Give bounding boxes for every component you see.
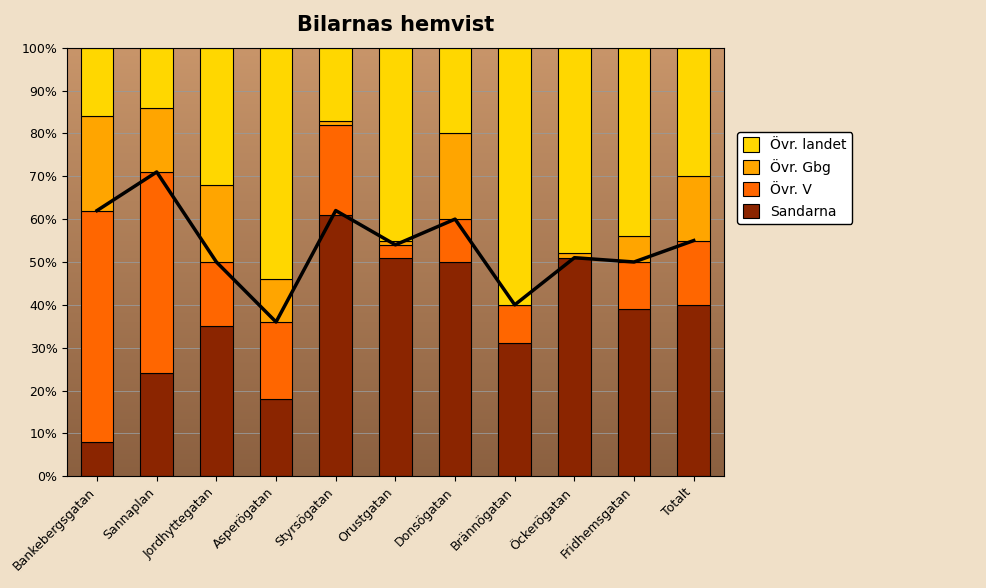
Bar — [557, 253, 591, 258]
Title: Bilarnas hemvist: Bilarnas hemvist — [297, 15, 494, 35]
Bar — [379, 48, 411, 240]
Bar — [498, 343, 530, 476]
Bar — [140, 373, 173, 476]
Bar — [617, 236, 650, 262]
Bar — [319, 215, 352, 476]
Bar — [81, 211, 113, 442]
Bar — [140, 172, 173, 373]
Bar — [319, 48, 352, 121]
Bar — [617, 309, 650, 476]
Bar — [259, 48, 292, 279]
Bar — [379, 240, 411, 245]
Bar — [379, 245, 411, 258]
Bar — [259, 399, 292, 476]
Bar — [498, 305, 530, 343]
Bar — [438, 262, 471, 476]
Bar — [319, 121, 352, 125]
Bar — [200, 48, 233, 185]
Bar — [319, 125, 352, 215]
Bar — [200, 185, 233, 262]
Bar — [438, 133, 471, 219]
Bar — [140, 108, 173, 172]
Bar — [259, 322, 292, 399]
Bar — [81, 48, 113, 116]
Legend: Övr. landet, Övr. Gbg, Övr. V, Sandarna: Övr. landet, Övr. Gbg, Övr. V, Sandarna — [737, 132, 852, 224]
Bar — [676, 176, 710, 240]
Bar — [140, 48, 173, 108]
Bar — [617, 48, 650, 236]
Bar — [259, 279, 292, 322]
Bar — [676, 240, 710, 305]
Bar — [200, 262, 233, 326]
Bar — [498, 48, 530, 305]
Bar — [438, 219, 471, 262]
Bar — [200, 326, 233, 476]
Bar — [676, 305, 710, 476]
Bar — [379, 258, 411, 476]
Bar — [617, 262, 650, 309]
Bar — [81, 442, 113, 476]
Bar — [438, 48, 471, 133]
Bar — [81, 116, 113, 211]
Bar — [676, 48, 710, 176]
Bar — [557, 258, 591, 476]
Bar — [557, 48, 591, 253]
